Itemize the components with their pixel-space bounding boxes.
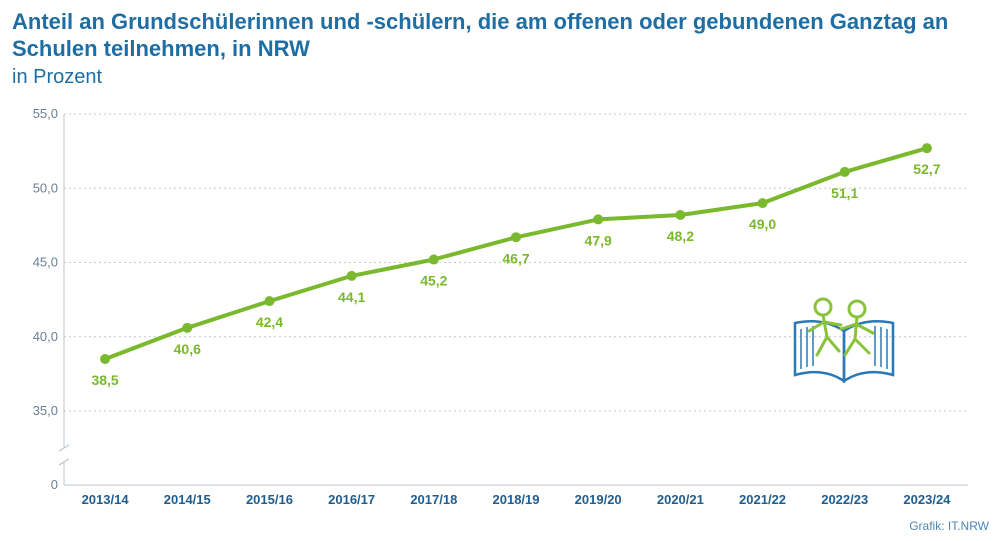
- data-point: [921, 143, 932, 154]
- y-tick-label: 55,0: [33, 106, 58, 121]
- y-tick-label: 50,0: [33, 180, 58, 195]
- x-tick-label: 2023/24: [903, 492, 951, 507]
- data-point: [428, 254, 439, 265]
- data-point: [100, 354, 111, 365]
- x-tick-label: 2015/16: [246, 492, 293, 507]
- data-point: [264, 296, 275, 307]
- data-label: 47,9: [585, 232, 612, 248]
- data-label: 46,7: [502, 250, 529, 266]
- data-label: 52,7: [913, 161, 940, 177]
- x-tick-label: 2019/20: [575, 492, 622, 507]
- data-points: [100, 143, 932, 365]
- data-label: 48,2: [667, 228, 694, 244]
- data-point: [346, 270, 357, 281]
- data-label: 40,6: [174, 341, 201, 357]
- y-tick-label: 45,0: [33, 255, 58, 270]
- x-tick-label: 2014/15: [164, 492, 211, 507]
- source-note: Grafik: IT.NRW: [909, 519, 989, 533]
- x-tick-label: 2020/21: [657, 492, 704, 507]
- x-tick-label: 2016/17: [328, 492, 375, 507]
- x-tick-label: 2018/19: [493, 492, 540, 507]
- data-label: 44,1: [338, 289, 365, 305]
- data-point: [511, 232, 521, 243]
- axis-break: [58, 444, 70, 466]
- data-point: [839, 166, 850, 177]
- x-axis-ticks: 2013/14 2014/15 2015/16 2016/17 2017/18 2018/…: [82, 492, 952, 507]
- x-tick-label: 2021/22: [739, 492, 786, 507]
- data-labels: 38,5 40,6 42,4 44,1 45,2 46,7 47,9 48,2 49,0 51,1…: [91, 161, 940, 388]
- data-label: 45,2: [420, 273, 447, 289]
- data-label: 38,5: [91, 372, 118, 388]
- chart-subtitle: in Prozent: [12, 66, 103, 88]
- data-point: [593, 214, 604, 225]
- y-tick-label: 40,0: [33, 329, 58, 344]
- children-on-book-icon: [793, 297, 895, 384]
- data-point: [757, 198, 768, 209]
- data-point: [182, 322, 193, 333]
- y-axis-ticks: 35,0 40,0 45,0 50,0 55,0 0: [33, 106, 58, 492]
- x-tick-label: 2017/18: [410, 492, 457, 507]
- data-point: [675, 209, 686, 220]
- data-label: 42,4: [256, 314, 283, 330]
- y-tick-label: 35,0: [33, 403, 58, 418]
- data-label: 49,0: [749, 216, 776, 232]
- chart-title: Anteil an Grundschülerinnen und -schüler…: [12, 9, 949, 61]
- x-tick-label: 2022/23: [821, 492, 868, 507]
- y-tick-label: 0: [51, 477, 58, 492]
- x-tick-label: 2013/14: [82, 492, 130, 507]
- gridlines: [64, 113, 968, 412]
- data-label: 51,1: [831, 185, 858, 201]
- axes: [58, 114, 968, 486]
